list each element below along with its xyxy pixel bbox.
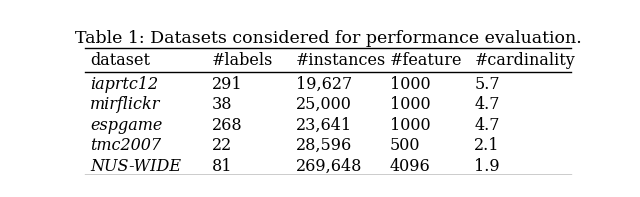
Text: #instances: #instances [296, 52, 386, 69]
Text: dataset: dataset [90, 52, 150, 69]
Text: 500: 500 [390, 137, 420, 154]
Text: 81: 81 [211, 158, 232, 175]
Text: tmc2007: tmc2007 [90, 137, 161, 154]
Text: 5.7: 5.7 [474, 76, 500, 93]
Text: #cardinality: #cardinality [474, 52, 575, 69]
Text: 4.7: 4.7 [474, 117, 500, 134]
Text: 28,596: 28,596 [296, 137, 352, 154]
Text: 23,641: 23,641 [296, 117, 352, 134]
Text: mirflickr: mirflickr [90, 96, 160, 113]
Text: 4.7: 4.7 [474, 96, 500, 113]
Text: 268: 268 [211, 117, 242, 134]
Text: 291: 291 [211, 76, 242, 93]
Text: 1.9: 1.9 [474, 158, 500, 175]
Text: NUS-WIDE: NUS-WIDE [90, 158, 181, 175]
Text: iaprtc12: iaprtc12 [90, 76, 158, 93]
Text: 1000: 1000 [390, 117, 431, 134]
Text: #labels: #labels [211, 52, 273, 69]
Text: 19,627: 19,627 [296, 76, 352, 93]
Text: espgame: espgame [90, 117, 163, 134]
Text: #feature: #feature [390, 52, 463, 69]
Text: 2.1: 2.1 [474, 137, 500, 154]
Text: 1000: 1000 [390, 96, 431, 113]
Text: 1000: 1000 [390, 76, 431, 93]
Text: 38: 38 [211, 96, 232, 113]
Text: 25,000: 25,000 [296, 96, 351, 113]
Text: 269,648: 269,648 [296, 158, 362, 175]
Text: 22: 22 [211, 137, 232, 154]
Text: Table 1: Datasets considered for performance evaluation.: Table 1: Datasets considered for perform… [75, 30, 581, 47]
Text: 4096: 4096 [390, 158, 431, 175]
